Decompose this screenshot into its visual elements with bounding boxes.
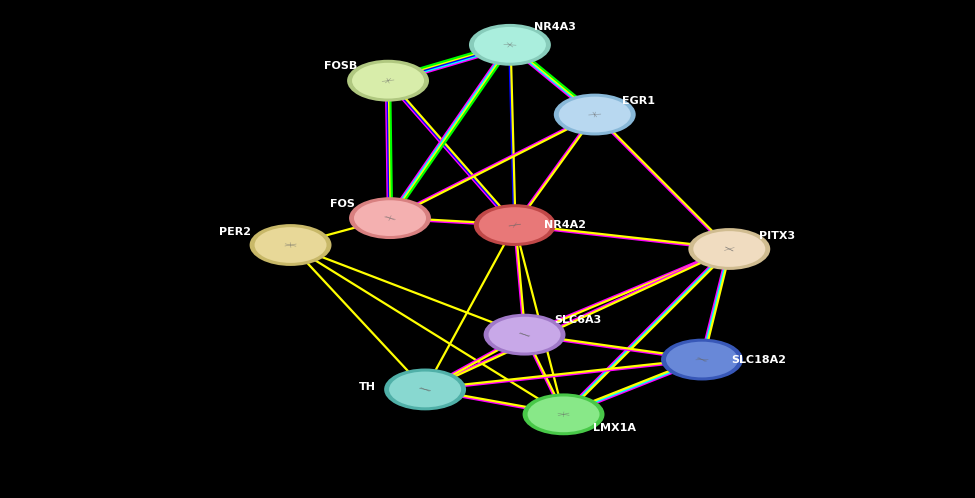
Text: PITX3: PITX3 xyxy=(759,231,795,241)
Circle shape xyxy=(661,339,743,380)
Text: NR4A3: NR4A3 xyxy=(534,22,576,32)
Text: NR4A2: NR4A2 xyxy=(544,220,586,230)
Circle shape xyxy=(478,206,552,244)
Circle shape xyxy=(484,314,566,356)
Circle shape xyxy=(488,316,562,354)
Circle shape xyxy=(474,204,556,246)
Text: TH: TH xyxy=(359,382,375,392)
Text: SLC6A3: SLC6A3 xyxy=(554,315,601,325)
Circle shape xyxy=(250,224,332,266)
Text: EGR1: EGR1 xyxy=(622,96,655,106)
Circle shape xyxy=(388,371,462,408)
Circle shape xyxy=(526,395,601,433)
Circle shape xyxy=(523,393,604,435)
Text: FOSB: FOSB xyxy=(324,61,357,71)
Circle shape xyxy=(554,94,636,135)
Circle shape xyxy=(353,199,427,237)
Circle shape xyxy=(688,228,770,270)
Circle shape xyxy=(473,26,547,64)
Circle shape xyxy=(347,60,429,102)
Text: SLC18A2: SLC18A2 xyxy=(731,355,786,365)
Circle shape xyxy=(349,197,431,239)
Circle shape xyxy=(351,62,425,100)
Circle shape xyxy=(665,341,739,378)
Text: LMX1A: LMX1A xyxy=(593,423,636,433)
Circle shape xyxy=(469,24,551,66)
Text: PER2: PER2 xyxy=(219,227,252,237)
Circle shape xyxy=(384,369,466,410)
Circle shape xyxy=(692,230,766,268)
Circle shape xyxy=(558,96,632,133)
Text: FOS: FOS xyxy=(330,199,355,209)
Circle shape xyxy=(254,226,328,264)
